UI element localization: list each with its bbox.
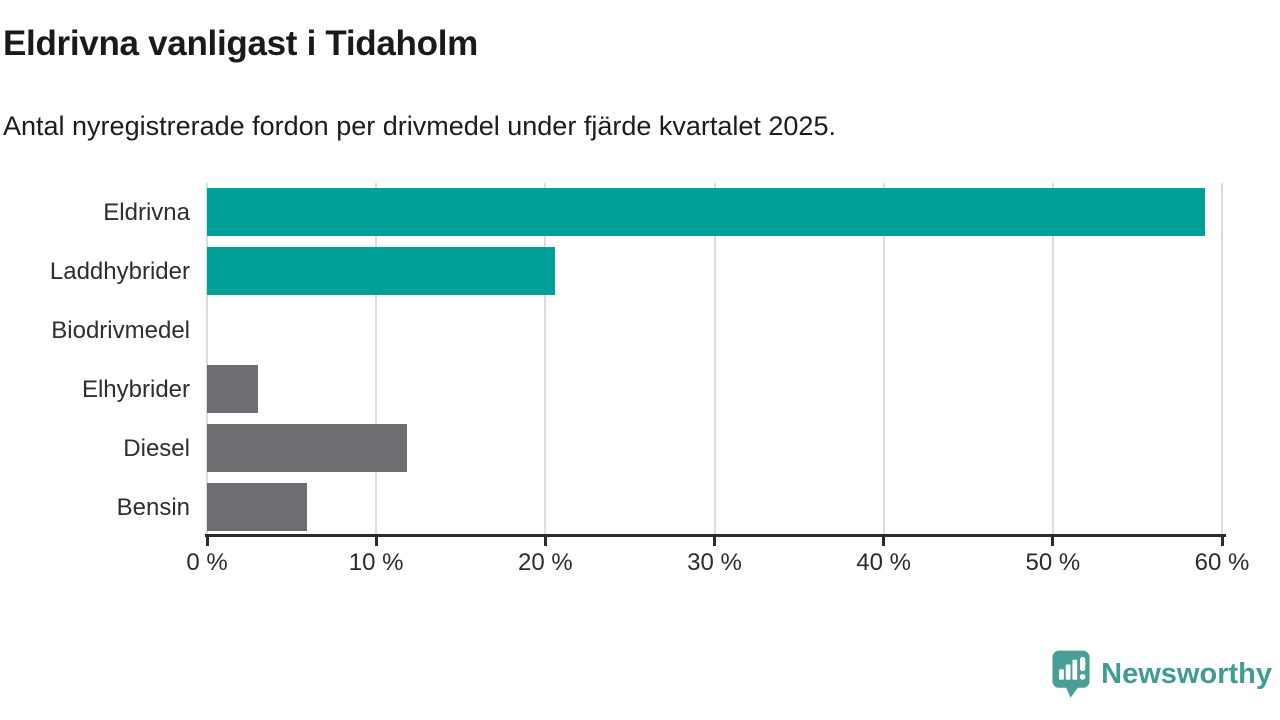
bar [207, 365, 258, 413]
category-label: Laddhybrider [49, 257, 190, 285]
bar-row-biodrivmedel: Biodrivmedel [51, 301, 1222, 360]
bar-row-eldrivna: Eldrivna [103, 183, 1222, 242]
x-tick-10 [374, 537, 378, 546]
x-tick-label: 0 % [186, 549, 228, 576]
bar [207, 424, 407, 472]
gridline-20 [544, 183, 547, 537]
gridline-0 [206, 183, 208, 537]
x-axis-line [205, 534, 1226, 537]
gridline-10 [375, 183, 378, 537]
x-tick-label: 50 % [1025, 549, 1081, 576]
x-tick-label: 20 % [517, 549, 573, 576]
x-tick-20 [543, 537, 547, 546]
bar-row-bensin: Bensin [117, 478, 1222, 537]
category-label: Diesel [123, 434, 190, 462]
x-tick-40 [882, 537, 886, 546]
bar [207, 247, 556, 295]
chart-subtitle: Antal nyregistrerade fordon per drivmede… [3, 111, 836, 141]
x-tick-60 [1220, 537, 1224, 546]
x-tick-label: 40 % [856, 549, 911, 576]
x-tick-label: 30 % [687, 549, 742, 576]
gridline-50 [1051, 183, 1054, 537]
x-tick-0 [205, 537, 209, 546]
x-tick-label: 10 % [348, 549, 404, 576]
bar [207, 188, 1206, 236]
category-label: Eldrivna [103, 198, 190, 226]
bar-row-laddhybrider: Laddhybrider [50, 242, 1222, 301]
gridline-60 [1221, 183, 1223, 537]
brand-footer: Newsworthy [1051, 649, 1272, 699]
bar-row-diesel: Diesel [123, 419, 1222, 478]
gridline-40 [882, 183, 885, 537]
bar-row-elhybrider: Elhybrider [82, 360, 1222, 419]
brand-name: Newsworthy [1101, 657, 1272, 690]
category-label: Bensin [116, 493, 190, 521]
category-label: Biodrivmedel [51, 316, 190, 344]
newsworthy-logo-icon [1052, 650, 1090, 698]
category-label: Elhybrider [81, 375, 190, 403]
plot-area: Eldrivna Laddhybrider Biodrivmedel Elhybrid… [50, 183, 1249, 576]
bar [207, 483, 307, 531]
x-tick-30 [713, 537, 716, 546]
x-tick-50 [1051, 537, 1055, 546]
gridline-30 [713, 183, 716, 537]
chart-title: Eldrivna vanligast i Tidaholm [3, 24, 478, 63]
x-tick-label: 60 % [1194, 549, 1250, 576]
